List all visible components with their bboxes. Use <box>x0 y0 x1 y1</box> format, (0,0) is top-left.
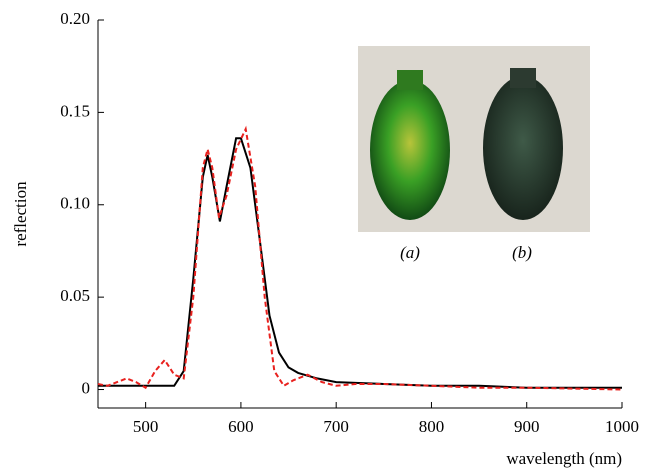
y-tick-label: 0.15 <box>60 101 90 120</box>
x-tick-label: 600 <box>228 417 254 436</box>
x-axis-label: wavelength (nm) <box>506 449 622 468</box>
x-tick-label: 700 <box>323 417 349 436</box>
x-tick-label: 800 <box>419 417 445 436</box>
y-axis-label: reflection <box>11 181 30 247</box>
x-tick-label: 500 <box>133 417 159 436</box>
y-tick-label: 0 <box>82 378 91 397</box>
inset-photo <box>358 46 590 232</box>
annotation: (b) <box>512 243 532 262</box>
annotation: (a) <box>400 243 420 262</box>
y-tick-label: 0.05 <box>60 286 90 305</box>
series-line <box>97 125 623 391</box>
x-tick-label: 900 <box>514 417 540 436</box>
y-tick-label: 0.20 <box>60 9 90 28</box>
y-tick-label: 0.10 <box>60 194 90 213</box>
x-tick-label: 1000 <box>605 417 639 436</box>
